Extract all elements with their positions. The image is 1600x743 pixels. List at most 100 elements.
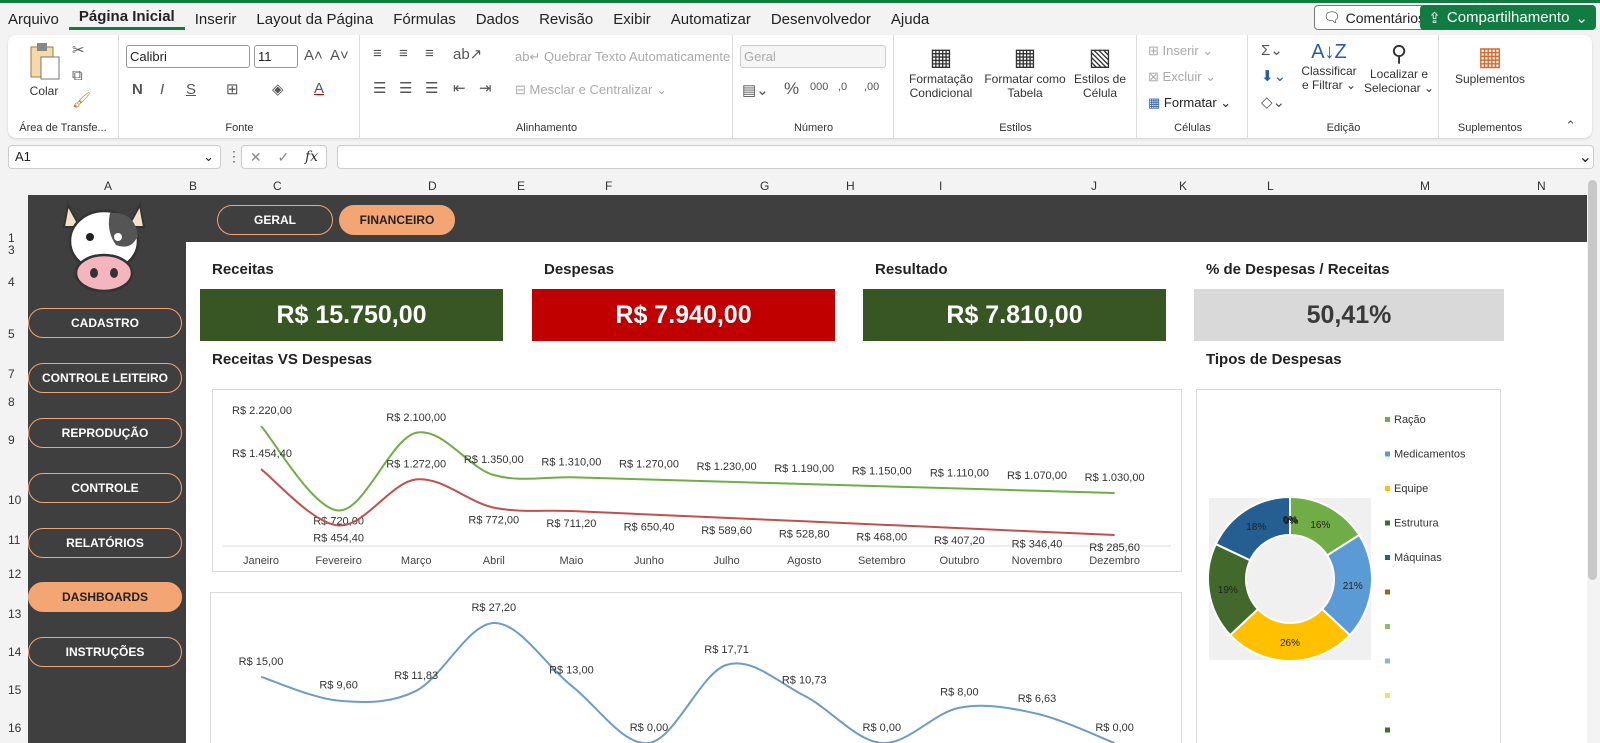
- share-button[interactable]: ⇪ Compartilhamento ⌄: [1420, 5, 1596, 30]
- bold-icon[interactable]: N: [132, 81, 143, 98]
- menu-pagina-inicial[interactable]: Página Inicial: [68, 8, 185, 30]
- row-header[interactable]: 8: [8, 395, 15, 409]
- col-header[interactable]: K: [1179, 179, 1188, 193]
- nav-instrucoes[interactable]: INSTRUÇÕES: [28, 637, 182, 667]
- menu-desenvolvedor[interactable]: Desenvolvedor: [770, 10, 871, 28]
- menu-revisao[interactable]: Revisão: [539, 10, 594, 28]
- name-box[interactable]: A1 ⌄: [8, 145, 221, 169]
- tab-financeiro[interactable]: FINANCEIRO: [339, 205, 455, 235]
- borders-icon[interactable]: ⊞: [226, 81, 239, 98]
- find-select-button[interactable]: ⚲ Localizar e Selecionar ⌄: [1363, 41, 1435, 95]
- increase-decimal-icon[interactable]: ,0: [838, 81, 848, 93]
- row-header[interactable]: 3: [8, 243, 15, 257]
- thousands-icon[interactable]: 000: [810, 81, 829, 93]
- expand-formula-icon[interactable]: ⌄: [1578, 149, 1592, 166]
- row-header[interactable]: 7: [8, 367, 15, 381]
- col-header[interactable]: A: [104, 179, 113, 193]
- addins-button[interactable]: ▦ Suplementos: [1444, 41, 1536, 86]
- paste-button[interactable]: Colar: [24, 41, 64, 98]
- nav-controle-leiteiro[interactable]: CONTROLE LEITEIRO: [28, 363, 182, 393]
- menu-formulas[interactable]: Fórmulas: [393, 10, 456, 28]
- cancel-icon[interactable]: ✕: [249, 148, 262, 165]
- col-header[interactable]: L: [1267, 179, 1274, 193]
- menu-arquivo[interactable]: Arquivo: [8, 10, 59, 28]
- menu-layout[interactable]: Layout da Página: [256, 10, 374, 28]
- col-header[interactable]: I: [939, 179, 943, 193]
- currency-icon[interactable]: ▤⌄: [742, 82, 769, 99]
- comments-button[interactable]: 🗨 Comentários: [1313, 5, 1434, 30]
- nav-reproducao[interactable]: REPRODUÇÃO: [28, 418, 182, 448]
- decrease-indent-icon[interactable]: ⇤: [453, 80, 466, 97]
- row-header[interactable]: 14: [8, 645, 22, 659]
- merge-center-button[interactable]: ⊟ Mesclar e Centralizar ⌄: [515, 82, 667, 97]
- collapse-ribbon-icon[interactable]: ⌃: [1565, 118, 1576, 133]
- align-right-icon[interactable]: ☰: [425, 80, 439, 97]
- revenue-expense-chart[interactable]: Janeiro Fevereiro Março Abril Maio Junho Julho…: [212, 389, 1182, 572]
- percent-icon[interactable]: %: [784, 79, 800, 98]
- row-header[interactable]: 1: [8, 231, 15, 245]
- fill-icon[interactable]: ⬇⌄: [1261, 68, 1287, 85]
- row-header[interactable]: 10: [8, 493, 22, 507]
- col-header[interactable]: H: [846, 179, 855, 193]
- col-header[interactable]: N: [1537, 179, 1546, 193]
- row-header[interactable]: 9: [8, 433, 15, 447]
- confirm-icon[interactable]: ✓: [277, 148, 290, 165]
- row-header[interactable]: 15: [8, 683, 22, 697]
- number-format-select[interactable]: Geral: [740, 45, 886, 68]
- format-painter-icon[interactable]: 🖌: [72, 92, 92, 109]
- row-header[interactable]: 13: [8, 607, 22, 621]
- increase-font-icon[interactable]: A˄: [304, 47, 323, 64]
- align-middle-icon[interactable]: ≡: [399, 45, 408, 62]
- col-header[interactable]: M: [1420, 179, 1430, 193]
- delete-cells-button[interactable]: ⊠ Excluir ⌄: [1148, 69, 1217, 84]
- col-header[interactable]: D: [428, 179, 437, 193]
- menu-dados[interactable]: Dados: [475, 10, 520, 28]
- orientation-icon[interactable]: ab↗: [453, 46, 483, 63]
- row-header[interactable]: 5: [8, 327, 15, 341]
- font-name-select[interactable]: Calibri: [126, 45, 250, 68]
- insert-cells-button[interactable]: ⊞ Inserir ⌄: [1148, 43, 1214, 58]
- align-center-icon[interactable]: ☰: [399, 80, 413, 97]
- font-size-select[interactable]: 11: [254, 45, 298, 68]
- function-icon[interactable]: fx: [305, 149, 319, 165]
- menu-inserir[interactable]: Inserir: [194, 10, 237, 28]
- align-top-icon[interactable]: ≡: [373, 45, 382, 62]
- expense-types-chart[interactable]: 16% 21% 26% 19% 18% 0% 0% Ração Medicamentos Equi…: [1196, 389, 1501, 743]
- copy-icon[interactable]: ⧉: [72, 67, 83, 84]
- italic-icon[interactable]: I: [160, 81, 165, 98]
- format-as-table-button[interactable]: ▦ Formatar como Tabela: [983, 43, 1067, 100]
- menu-exibir[interactable]: Exibir: [613, 10, 651, 28]
- format-cells-button[interactable]: ▦ Formatar ⌄: [1148, 95, 1232, 110]
- decrease-decimal-icon[interactable]: ,00: [864, 81, 880, 93]
- font-color-icon[interactable]: A: [314, 80, 325, 97]
- sort-filter-button[interactable]: A↓Z Classificar e Filtrar ⌄: [1297, 41, 1361, 92]
- tab-geral[interactable]: GERAL: [217, 205, 333, 235]
- col-header[interactable]: F: [605, 179, 613, 193]
- underline-icon[interactable]: S: [186, 81, 197, 98]
- col-header[interactable]: C: [273, 179, 282, 193]
- col-header[interactable]: E: [517, 179, 526, 193]
- second-line-chart[interactable]: R$ 15,00 R$ 9,60 R$ 11,83 R$ 27,20 R$ 13,00 R…: [210, 592, 1182, 743]
- nav-cadastro[interactable]: CADASTRO: [28, 308, 182, 338]
- align-bottom-icon[interactable]: ≡: [425, 45, 434, 62]
- fill-color-icon[interactable]: ◈: [272, 81, 284, 98]
- clear-icon[interactable]: ◇⌄: [1261, 94, 1286, 111]
- conditional-formatting-button[interactable]: ▦ Formatação Condicional: [903, 43, 979, 100]
- menu-ajuda[interactable]: Ajuda: [890, 10, 930, 28]
- nav-relatorios[interactable]: RELATÓRIOS: [28, 528, 182, 558]
- col-header[interactable]: G: [760, 179, 770, 193]
- cell-styles-button[interactable]: ▧ Estilos de Célula: [1069, 43, 1131, 100]
- menu-automatizar[interactable]: Automatizar: [670, 10, 751, 28]
- nav-controle[interactable]: CONTROLE: [28, 473, 182, 503]
- formula-input[interactable]: [337, 145, 1594, 169]
- row-header[interactable]: 4: [8, 275, 15, 289]
- col-header[interactable]: B: [189, 179, 198, 193]
- col-header[interactable]: J: [1091, 179, 1097, 193]
- wrap-text-button[interactable]: ab↵ Quebrar Texto Automaticamente: [515, 49, 730, 65]
- increase-indent-icon[interactable]: ⇥: [479, 80, 492, 97]
- nav-dashboards[interactable]: DASHBOARDS: [28, 582, 182, 612]
- vertical-scrollbar[interactable]: [1588, 180, 1597, 580]
- row-header[interactable]: 12: [8, 567, 22, 581]
- decrease-font-icon[interactable]: A˅: [330, 47, 349, 64]
- row-header[interactable]: 16: [8, 721, 22, 735]
